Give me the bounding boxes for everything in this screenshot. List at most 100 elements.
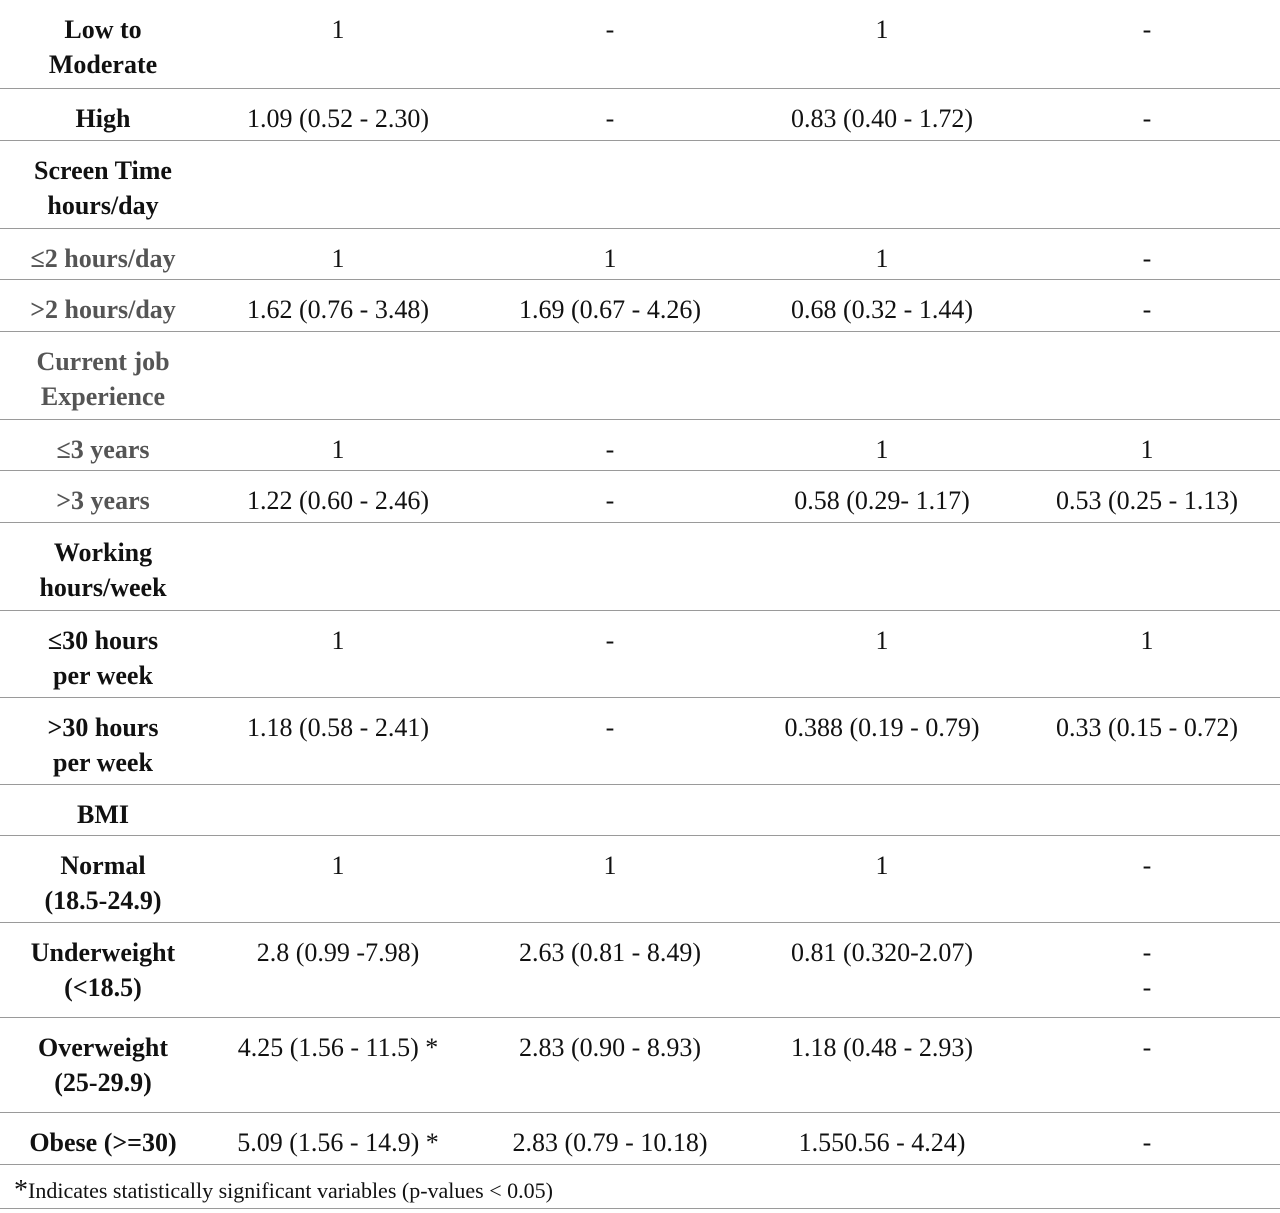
row-label-line: Screen Time <box>34 155 172 185</box>
cell-value: 1 <box>206 419 470 471</box>
row-label-line: >30 hours <box>47 712 159 742</box>
row-label-line: Obese (>=30) <box>29 1127 177 1157</box>
cell-value <box>206 784 470 836</box>
cell-value: 1 <box>206 610 470 698</box>
row-label-line: per week <box>53 660 153 690</box>
table-body: Low to Moderate 1-1- High 1.09 (0.52 - 2.30)… <box>0 0 1280 1165</box>
cell-value: 0.388 (0.19 - 0.79) <box>750 697 1014 785</box>
cell-value: - <box>470 0 750 89</box>
cell-value <box>750 140 1014 229</box>
cell-value <box>470 331 750 420</box>
cell-value: 5.09 (1.56 - 14.9) * <box>206 1112 470 1165</box>
table-row: Overweight (25-29.9) 4.25 (1.56 - 11.5) * 2… <box>0 1017 1280 1113</box>
table-row: ≤2 hours/day 1 1 1- <box>0 228 1280 280</box>
cell-value: 1.62 (0.76 - 3.48) <box>206 279 470 332</box>
cell-value: 1 <box>470 835 750 923</box>
table-row: Normal (18.5-24.9) 1 1 1- <box>0 835 1280 923</box>
cell-value: 1 <box>750 610 1014 698</box>
row-label-line: Experience <box>40 381 166 411</box>
row-label-line: hours/day <box>47 190 159 220</box>
cell-value: - <box>1014 228 1280 280</box>
row-label-line: ≤3 years <box>56 434 150 464</box>
cell-value: 1 <box>750 228 1014 280</box>
row-label-line: hours/week <box>39 572 167 602</box>
cell-value: - <box>1014 88 1280 141</box>
row-label-line: (18.5-24.9) <box>44 885 162 915</box>
row-label-line: High <box>75 103 131 133</box>
row-label-line: ≤30 hours <box>47 625 159 655</box>
row-label-line: Overweight <box>38 1032 168 1062</box>
row-label-line: Normal <box>60 850 146 880</box>
row-label-line: ≤2 hours/day <box>30 243 176 273</box>
table-row: Screen Time hours/day <box>0 140 1280 229</box>
row-label-line: >3 years <box>56 485 150 515</box>
row-label: Underweight (<18.5) <box>0 922 206 1018</box>
row-label: ≤2 hours/day <box>0 228 206 280</box>
row-label-line: Underweight <box>30 937 176 967</box>
cell-value: 4.25 (1.56 - 11.5) * <box>206 1017 470 1113</box>
cell-value: 0.33 (0.15 - 0.72) <box>1014 697 1280 785</box>
table-row: BMI <box>0 784 1280 836</box>
cell-value: 1.18 (0.48 - 2.93) <box>750 1017 1014 1113</box>
footnote-row: *Indicates statistically significant var… <box>0 1164 1280 1209</box>
cell-value: 1 <box>1014 419 1280 471</box>
row-label: >3 years <box>0 470 206 523</box>
cell-value: - <box>1014 1017 1280 1113</box>
table-row: >2 hours/day 1.62 (0.76 - 3.48) 1.69 (0.67… <box>0 279 1280 332</box>
footnote: *Indicates statistically significant var… <box>0 1164 1280 1209</box>
row-label: BMI <box>0 784 206 836</box>
cell-value <box>750 784 1014 836</box>
row-label: Obese (>=30) <box>0 1112 206 1165</box>
cell-value: 0.58 (0.29- 1.17) <box>750 470 1014 523</box>
row-label: Normal (18.5-24.9) <box>0 835 206 923</box>
row-label-line: Low to <box>64 15 142 44</box>
table-row: Current job Experience <box>0 331 1280 420</box>
cell-value: 1 <box>750 835 1014 923</box>
cell-value <box>470 784 750 836</box>
footnote-star: * <box>14 1174 28 1206</box>
cell-value <box>1014 784 1280 836</box>
cell-value: 1 <box>206 228 470 280</box>
cell-value: 1 <box>206 835 470 923</box>
cell-value: - <box>1014 835 1280 923</box>
table-row: Underweight (<18.5) 2.8 (0.99 -7.98) 2.63 (… <box>0 922 1280 1018</box>
table-row: Obese (>=30) 5.09 (1.56 - 14.9) * 2.83 (0.… <box>0 1112 1280 1165</box>
row-label: ≤3 years <box>0 419 206 471</box>
cell-value <box>206 331 470 420</box>
cell-value: 0.81 (0.320-2.07) <box>750 922 1014 1018</box>
cell-value: 1.69 (0.67 - 4.26) <box>470 279 750 332</box>
cell-value: 1 <box>750 0 1014 89</box>
table-row: ≤30 hours per week 1-1 1 <box>0 610 1280 698</box>
cell-value: 0.53 (0.25 - 1.13) <box>1014 470 1280 523</box>
cell-value <box>1014 522 1280 611</box>
row-label-line: (<18.5) <box>64 972 142 1002</box>
cell-value: 1 <box>750 419 1014 471</box>
table-row: >3 years 1.22 (0.60 - 2.46) -0.58 (0.29- 1… <box>0 470 1280 523</box>
row-label: High <box>0 88 206 141</box>
cell-value <box>1014 140 1280 229</box>
cell-value <box>1014 331 1280 420</box>
cell-value: 2.83 (0.90 - 8.93) <box>470 1017 750 1113</box>
table-row: >30 hours per week 1.18 (0.58 - 2.41) -0.38… <box>0 697 1280 785</box>
cell-value <box>470 522 750 611</box>
row-label: Low to Moderate <box>0 0 206 89</box>
cell-value: 1.09 (0.52 - 2.30) <box>206 88 470 141</box>
row-label-line: >2 hours/day <box>30 294 176 324</box>
table-row: Low to Moderate 1-1- <box>0 0 1280 89</box>
row-label: >30 hours per week <box>0 697 206 785</box>
table-row: ≤3 years 1-1 1 <box>0 419 1280 471</box>
row-label-line: per week <box>53 747 153 777</box>
cell-value <box>206 140 470 229</box>
cell-value <box>750 522 1014 611</box>
cell-value <box>470 140 750 229</box>
row-label: Working hours/week <box>0 522 206 611</box>
cell-value: - <box>470 470 750 523</box>
row-label: Overweight (25-29.9) <box>0 1017 206 1113</box>
cell-value: 1.550.56 - 4.24) <box>750 1112 1014 1165</box>
cell-value: - <box>470 697 750 785</box>
cell-value: - <box>1014 0 1280 89</box>
cell-value: 0.83 (0.40 - 1.72) <box>750 88 1014 141</box>
cell-value: 1 <box>206 0 470 89</box>
cell-value: 0.68 (0.32 - 1.44) <box>750 279 1014 332</box>
row-label: Screen Time hours/day <box>0 140 206 229</box>
